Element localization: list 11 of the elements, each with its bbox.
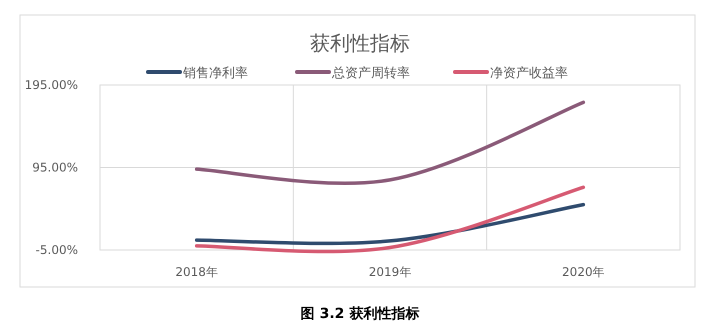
legend-label: 销售净利率 (182, 65, 248, 81)
y-tick-label: 95.00% (32, 160, 78, 174)
y-tick-label: -5.00% (36, 243, 78, 257)
x-tick-label: 2020年 (562, 265, 605, 279)
chart-title: 获利性指标 (310, 31, 410, 55)
y-tick-label: 195.00% (24, 78, 78, 92)
caption: 图 3.2 获利性指标 (300, 306, 420, 322)
legend-label: 总资产周转率 (331, 65, 410, 81)
x-tick-label: 2018年 (175, 265, 218, 279)
legend-label: 净资产收益率 (490, 65, 568, 81)
x-tick-label: 2019年 (368, 265, 412, 279)
